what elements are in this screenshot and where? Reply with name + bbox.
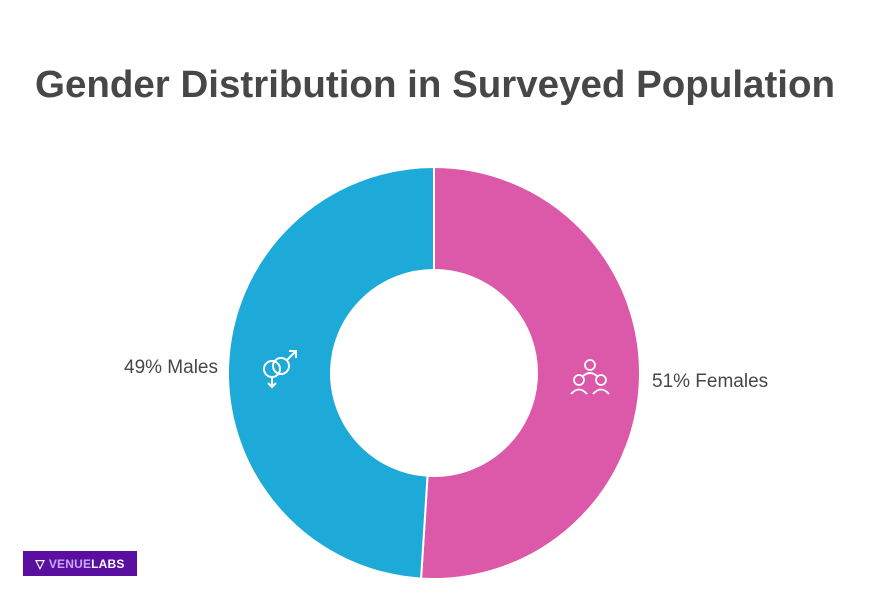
donut-slice-males <box>227 165 435 580</box>
slice-label-females: 51% Females <box>652 371 768 392</box>
logo-text-labs: LABS <box>91 556 125 571</box>
logo-text-venue: VENUE <box>48 556 92 571</box>
chart-title: Gender Distribution in Surveyed Populati… <box>35 64 835 106</box>
logo-mark-icon: ▽ <box>35 556 45 571</box>
slice-label-males: 49% Males <box>124 357 218 378</box>
venuelabs-logo: ▽ VENUE LABS <box>23 551 137 576</box>
women-group-icon <box>570 359 610 395</box>
gender-symbols-icon <box>263 350 297 389</box>
donut-slice-females <box>420 165 641 580</box>
